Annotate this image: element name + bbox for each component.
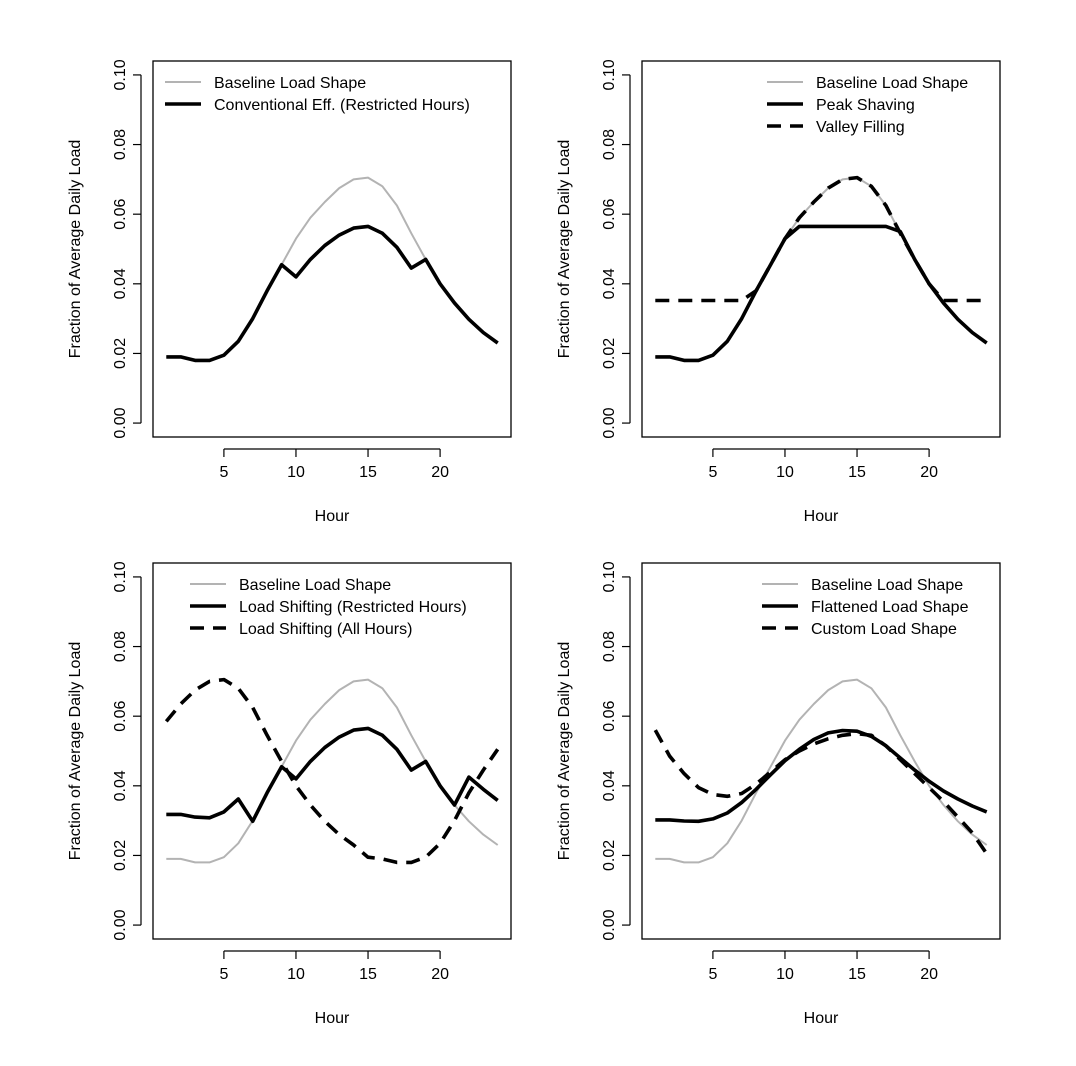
x-axis-label: Hour <box>804 1010 839 1027</box>
y-tick-label: 0.08 <box>112 631 129 662</box>
plot-frame <box>152 60 512 438</box>
y-tick-label: 0.06 <box>112 701 129 732</box>
y-axis-label: Fraction of Average Daily Load <box>67 140 84 359</box>
y-tick-label: 0.10 <box>112 561 129 592</box>
x-tick-label: 10 <box>776 464 794 481</box>
series-line-conventional-eff-restricted-hours <box>166 224 499 363</box>
y-axis-label: Fraction of Average Daily Load <box>556 642 573 861</box>
y-tick-label: 0.04 <box>112 770 129 801</box>
x-tick-label: 5 <box>219 464 228 481</box>
x-axis-label: Hour <box>315 508 350 525</box>
chart-panel-3: 0.00 0.02 0.04 0.06 0.08 0.10 5 10 15 20 Hour Fract… <box>67 561 512 1027</box>
plot-frame <box>641 562 1001 940</box>
x-tick-label: 5 <box>708 966 717 983</box>
x-tick-label: 10 <box>287 966 305 983</box>
y-tick-label: 0.00 <box>112 909 129 940</box>
x-tick-label: 15 <box>359 464 377 481</box>
y-axis-label: Fraction of Average Daily Load <box>67 642 84 861</box>
plot-frame <box>641 60 1001 438</box>
y-tick-label: 0.06 <box>112 199 129 230</box>
x-tick-label: 20 <box>431 464 449 481</box>
y-tick-label: 0.06 <box>601 701 618 732</box>
series-line-flattened-load-shape <box>655 728 988 824</box>
legend-label: Baseline Load Shape <box>214 75 366 92</box>
y-tick-label: 0.02 <box>112 338 129 369</box>
legend-label: Peak Shaving <box>816 97 915 114</box>
legend-label: Conventional Eff. (Restricted Hours) <box>214 97 470 114</box>
y-tick-label: 0.02 <box>601 338 618 369</box>
y-tick-label: 0.08 <box>601 129 618 160</box>
x-tick-label: 10 <box>776 966 794 983</box>
y-tick-label: 0.06 <box>601 199 618 230</box>
y-axis-label: Fraction of Average Daily Load <box>556 140 573 359</box>
y-tick-label: 0.08 <box>112 129 129 160</box>
x-tick-label: 15 <box>359 966 377 983</box>
series-line-custom-load-shape <box>653 729 989 855</box>
y-tick-label: 0.10 <box>601 59 618 90</box>
legend: Baseline Load Shape Load Shifting (Restri… <box>190 577 467 638</box>
y-tick-label: 0.02 <box>112 840 129 871</box>
legend: Baseline Load Shape Peak Shaving Valley Fi… <box>767 75 968 136</box>
y-tick-label: 0.00 <box>601 407 618 438</box>
y-tick-label: 0.10 <box>601 561 618 592</box>
x-tick-label: 15 <box>848 464 866 481</box>
legend-label: Baseline Load Shape <box>239 577 391 594</box>
legend-label: Baseline Load Shape <box>816 75 968 92</box>
chart-panel-4: 0.00 0.02 0.04 0.06 0.08 0.10 5 10 15 20 Hour Fract… <box>556 561 1001 1027</box>
x-axis-label: Hour <box>804 508 839 525</box>
y-tick-label: 0.00 <box>112 407 129 438</box>
series-line-load-shifting-restricted-hours <box>166 726 499 824</box>
series-line-load-shifting-all-hours <box>164 677 500 865</box>
y-tick-label: 0.04 <box>601 770 618 801</box>
legend-label: Flattened Load Shape <box>811 599 969 616</box>
y-tick-label: 0.08 <box>601 631 618 662</box>
x-tick-label: 10 <box>287 464 305 481</box>
legend-label: Valley Filling <box>816 119 905 136</box>
x-tick-label: 15 <box>848 966 866 983</box>
y-tick-label: 0.04 <box>601 268 618 299</box>
legend-label: Load Shifting (Restricted Hours) <box>239 599 467 616</box>
series-line-valley-filling <box>655 175 987 303</box>
x-tick-label: 5 <box>219 966 228 983</box>
chart-panel-2: 0.00 0.02 0.04 0.06 0.08 0.10 5 10 15 20 Hour Fract… <box>556 59 1001 525</box>
legend-label: Custom Load Shape <box>811 621 957 638</box>
x-tick-label: 20 <box>920 966 938 983</box>
plot-frame <box>152 562 512 940</box>
y-tick-label: 0.00 <box>601 909 618 940</box>
chart-panel-1: 0.00 0.02 0.04 0.06 0.08 0.10 5 10 15 20 Hour Fract… <box>67 59 512 525</box>
y-tick-label: 0.02 <box>601 840 618 871</box>
y-tick-label: 0.10 <box>112 59 129 90</box>
y-tick-label: 0.04 <box>112 268 129 299</box>
x-tick-label: 20 <box>920 464 938 481</box>
x-axis-label: Hour <box>315 1010 350 1027</box>
legend: Baseline Load Shape Flattened Load Shape C… <box>762 577 969 638</box>
x-tick-label: 20 <box>431 966 449 983</box>
x-tick-label: 5 <box>708 464 717 481</box>
legend: Baseline Load Shape Conventional Eff. (Re… <box>165 75 470 114</box>
legend-label: Baseline Load Shape <box>811 577 963 594</box>
legend-label: Load Shifting (All Hours) <box>239 621 412 638</box>
